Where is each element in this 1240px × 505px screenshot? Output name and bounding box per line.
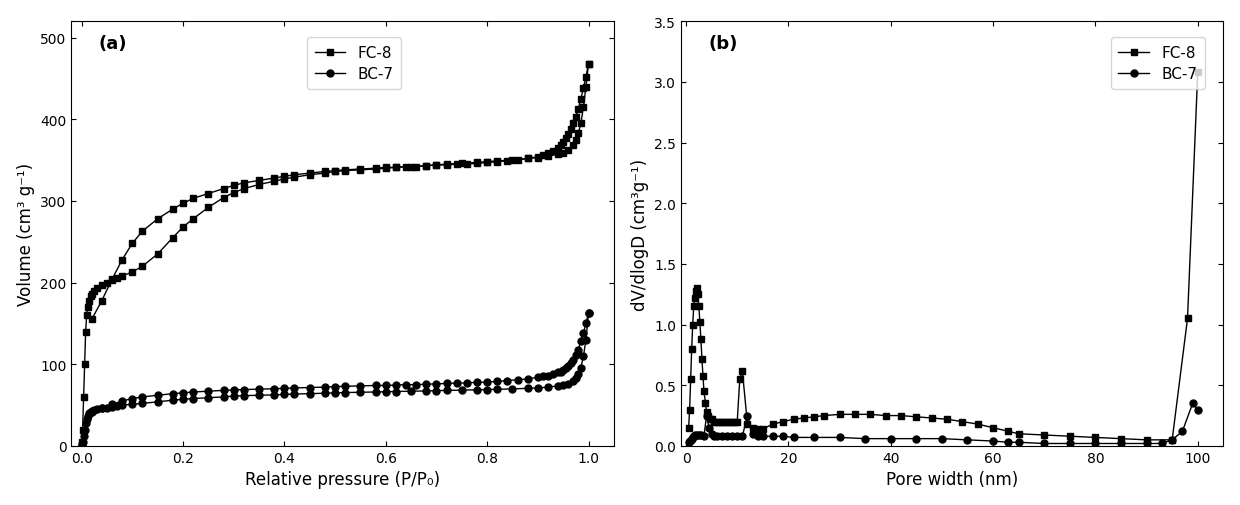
- BC-7: [745, 431, 760, 437]
- BC-7: [89, 407, 104, 413]
- BC-7: [709, 433, 724, 439]
- BC-7: [730, 433, 745, 439]
- FC-8: [582, 62, 596, 68]
- Legend: FC-8, BC-7: FC-8, BC-7: [1111, 38, 1205, 89]
- BC-7: [1063, 440, 1078, 446]
- X-axis label: Pore width (nm): Pore width (nm): [887, 470, 1018, 488]
- BC-7: [683, 437, 698, 443]
- BC-7: [1140, 440, 1154, 446]
- BC-7: [1001, 439, 1016, 445]
- BC-7: [1037, 440, 1052, 446]
- BC-7: [688, 432, 703, 438]
- FC-8: [579, 84, 594, 90]
- BC-7: [832, 434, 847, 440]
- FC-8: [78, 329, 93, 335]
- FC-8: [796, 415, 811, 421]
- Y-axis label: dV/dlogD (cm³g⁻¹): dV/dlogD (cm³g⁻¹): [630, 158, 649, 310]
- BC-7: [1011, 439, 1025, 445]
- FC-8: [733, 376, 748, 382]
- BC-7: [109, 403, 124, 409]
- BC-7: [707, 433, 722, 439]
- BC-7: [689, 432, 704, 438]
- BC-7: [1087, 440, 1102, 446]
- BC-7: [1185, 400, 1200, 407]
- BC-7: [692, 432, 707, 438]
- BC-7: [582, 310, 596, 316]
- FC-8: [89, 286, 104, 292]
- BC-7: [697, 433, 712, 439]
- BC-7: [1154, 440, 1169, 446]
- BC-7: [682, 438, 697, 444]
- BC-7: [986, 438, 1001, 444]
- Legend: FC-8, BC-7: FC-8, BC-7: [308, 38, 401, 89]
- Text: (b): (b): [708, 35, 738, 53]
- BC-7: [74, 443, 89, 449]
- BC-7: [1114, 440, 1128, 446]
- Text: (a): (a): [98, 35, 126, 53]
- Line: FC-8: FC-8: [78, 61, 591, 449]
- BC-7: [858, 436, 873, 442]
- FC-8: [1140, 437, 1154, 443]
- BC-7: [78, 420, 93, 426]
- BC-7: [883, 436, 898, 442]
- Y-axis label: Volume (cm³ g⁻¹): Volume (cm³ g⁻¹): [16, 163, 35, 306]
- FC-8: [719, 419, 734, 425]
- BC-7: [750, 433, 765, 439]
- BC-7: [704, 431, 719, 437]
- FC-8: [806, 414, 821, 420]
- BC-7: [1190, 407, 1205, 413]
- Line: BC-7: BC-7: [78, 310, 591, 449]
- BC-7: [684, 436, 699, 442]
- BC-7: [556, 382, 570, 388]
- BC-7: [960, 437, 975, 443]
- BC-7: [776, 433, 791, 439]
- Line: FC-8: FC-8: [686, 70, 1202, 443]
- Line: BC-7: BC-7: [686, 400, 1202, 447]
- BC-7: [740, 413, 755, 419]
- BC-7: [909, 436, 924, 442]
- FC-8: [368, 167, 383, 173]
- BC-7: [686, 434, 701, 440]
- FC-8: [556, 150, 570, 157]
- BC-7: [1176, 428, 1190, 434]
- BC-7: [699, 413, 714, 419]
- BC-7: [1164, 437, 1179, 443]
- BC-7: [681, 439, 696, 445]
- X-axis label: Relative pressure (P/P₀): Relative pressure (P/P₀): [246, 470, 440, 488]
- BC-7: [702, 425, 717, 431]
- BC-7: [579, 337, 594, 343]
- BC-7: [719, 433, 734, 439]
- FC-8: [74, 443, 89, 449]
- BC-7: [368, 389, 383, 395]
- BC-7: [935, 436, 950, 442]
- FC-8: [750, 426, 765, 432]
- FC-8: [681, 425, 696, 431]
- FC-8: [689, 285, 704, 291]
- BC-7: [694, 432, 709, 438]
- BC-7: [786, 434, 801, 440]
- BC-7: [765, 433, 780, 439]
- BC-7: [735, 433, 750, 439]
- FC-8: [109, 275, 124, 281]
- BC-7: [755, 433, 770, 439]
- BC-7: [724, 433, 739, 439]
- BC-7: [714, 433, 729, 439]
- FC-8: [1190, 70, 1205, 76]
- BC-7: [806, 434, 821, 440]
- BC-7: [686, 433, 701, 439]
